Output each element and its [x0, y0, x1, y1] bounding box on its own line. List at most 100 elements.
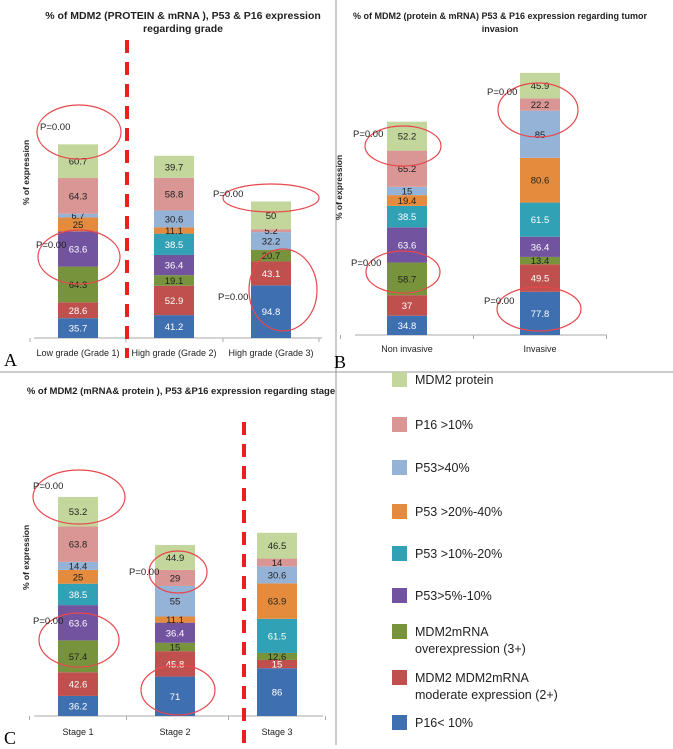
- bar-segment: [251, 229, 291, 233]
- data-label: 53.2: [69, 507, 88, 518]
- data-label: 64.3: [69, 191, 88, 202]
- bar-segment: [58, 213, 98, 218]
- significance-ellipse: [38, 612, 120, 668]
- legend-item: P53>40%: [392, 460, 655, 477]
- significance-ellipse: [496, 286, 582, 332]
- bar-segment: [58, 526, 98, 562]
- bar-segment: [155, 642, 195, 652]
- data-label: 63.8: [69, 540, 88, 551]
- bar-segment: [154, 254, 194, 276]
- bar-segment: [155, 585, 195, 617]
- bar-segment: [257, 566, 297, 584]
- data-label: 61.5: [268, 631, 287, 642]
- data-label: 11.1: [165, 226, 183, 237]
- data-label: 85: [535, 130, 546, 141]
- legend-item: MDM2 protein: [392, 372, 655, 389]
- bar-segment: [387, 295, 427, 316]
- panel-label-c: C: [4, 728, 17, 748]
- data-label: 14.4: [69, 561, 88, 572]
- data-label: 65.2: [398, 164, 417, 175]
- bar-segment: [257, 583, 297, 619]
- legend-swatch: [392, 372, 407, 387]
- data-label: 15: [402, 186, 413, 197]
- significance-ellipse: [222, 183, 320, 213]
- bar-segment: [155, 676, 195, 716]
- legend-label: P53>5%-10%: [415, 589, 492, 603]
- bar-segment: [251, 232, 291, 250]
- data-label: 61.5: [531, 215, 550, 226]
- bar-segment: [387, 262, 427, 296]
- data-label: 41.2: [165, 322, 184, 333]
- data-label: 94.8: [262, 307, 281, 318]
- bar-segment: [154, 210, 194, 228]
- data-label: 35.7: [69, 324, 88, 335]
- bar-segment: [387, 315, 427, 335]
- bar-segment: [257, 659, 297, 669]
- bar-segment: [387, 186, 427, 196]
- bar-segment: [154, 275, 194, 286]
- category-label: Stage 2: [159, 727, 190, 737]
- bar-segment: [154, 177, 194, 211]
- legend-swatch: [392, 504, 407, 519]
- data-label: 38.5: [165, 240, 184, 251]
- data-label: 60.7: [69, 157, 88, 168]
- data-label: 57.4: [69, 652, 88, 663]
- data-label: 58.7: [398, 274, 417, 285]
- data-label: 5.2: [264, 226, 277, 237]
- bar-segment: [58, 496, 98, 527]
- bar-segment: [155, 544, 195, 570]
- chart-a-ylabel: % of expression: [21, 139, 31, 205]
- category-label: High grade (Grade 2): [131, 348, 216, 358]
- bar-segment: [58, 217, 98, 232]
- category-label: High grade (Grade 3): [228, 348, 313, 358]
- category-label: Low grade (Grade 1): [36, 348, 119, 358]
- p-value-annotation: P=0.00: [213, 189, 243, 200]
- legend-item: P16< 10%: [392, 715, 655, 732]
- data-label: 36.4: [165, 261, 184, 272]
- bar-segment: [251, 285, 291, 338]
- significance-ellipse: [37, 229, 121, 285]
- data-label: 39.7: [165, 162, 184, 173]
- data-label: 15: [272, 660, 283, 671]
- bar-segment: [154, 227, 194, 234]
- data-label: 52.2: [398, 132, 417, 143]
- data-label: 29: [170, 573, 181, 584]
- data-label: 37: [402, 301, 413, 312]
- bar-segment: [58, 561, 98, 570]
- bar-segment: [58, 231, 98, 267]
- bar-segment: [155, 569, 195, 586]
- chart-b-title: % of MDM2 (protein & mRNA) P53 & P16 exp…: [352, 11, 648, 34]
- significance-ellipse: [32, 469, 126, 525]
- data-label: 44.9: [166, 553, 185, 564]
- legend-label: MDM2 protein: [415, 373, 494, 387]
- p-value-annotation: P=0.00: [218, 292, 248, 303]
- data-label: 55: [170, 597, 181, 608]
- data-label: 63.6: [69, 618, 88, 629]
- legend-item: MDM2 MDM2mRNA moderate expression (2+): [392, 670, 655, 704]
- legend-item: P53>5%-10%: [392, 588, 655, 605]
- p-value-annotation: P=0.00: [36, 240, 66, 251]
- legend-swatch: [392, 715, 407, 730]
- data-label: 86: [272, 688, 283, 699]
- legend-swatch: [392, 588, 407, 603]
- p-value-annotation: P=0.00: [33, 616, 63, 627]
- bar-segment: [251, 261, 291, 286]
- legend-item: P16 >10%: [392, 417, 655, 434]
- legend-item: P53 >20%-40%: [392, 504, 655, 521]
- legend-label: P16< 10%: [415, 716, 474, 730]
- significance-ellipse: [140, 664, 216, 716]
- legend-label: P53 >20%-40%: [415, 505, 503, 519]
- bar-segment: [58, 569, 98, 584]
- legend-item: P53 >10%-20%: [392, 546, 655, 563]
- bar-segment: [251, 249, 291, 262]
- data-label: 36.4: [531, 242, 550, 253]
- significance-ellipse: [248, 248, 318, 332]
- data-label: 25: [73, 572, 84, 583]
- data-label: 38.5: [69, 590, 88, 601]
- legend-label: P16 >10%: [415, 418, 474, 432]
- data-label: 19.4: [398, 196, 417, 207]
- chart-b-plot: 34.8 37 58.7 63.6 38.5 19.415 65.2 52.2 Non inva…: [340, 72, 607, 354]
- data-label: 63.6: [69, 244, 88, 255]
- p-value-annotation: P=0.00: [129, 567, 159, 578]
